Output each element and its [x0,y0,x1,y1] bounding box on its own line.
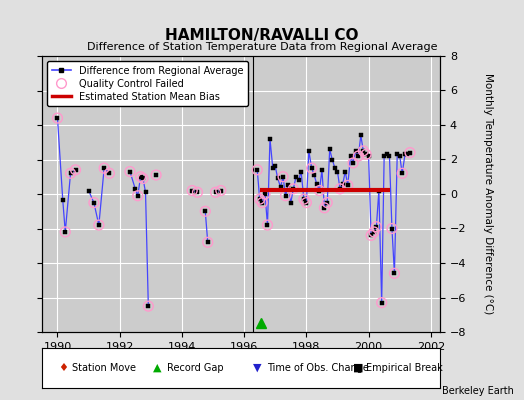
Text: ♦: ♦ [58,363,68,373]
Point [95,222,103,228]
Point [134,192,142,199]
Point [216,187,225,194]
Point [289,186,298,192]
Point [372,224,380,230]
Point [362,151,370,158]
Point [136,174,145,180]
Point [377,300,386,306]
Text: ▲: ▲ [154,363,162,373]
Text: Station Move: Station Move [72,363,136,373]
Point [302,200,311,206]
Point [139,175,147,182]
Point [105,170,114,176]
Point [144,303,152,309]
Point [344,182,352,188]
Point [320,204,329,211]
Text: Difference of Station Temperature Data from Regional Average: Difference of Station Temperature Data f… [87,42,437,52]
Point [67,170,75,176]
Point [253,167,261,173]
Text: ▼: ▼ [253,363,261,373]
Point [71,167,80,173]
Text: Berkeley Earth: Berkeley Earth [442,386,514,396]
Legend: Difference from Regional Average, Quality Control Failed, Estimated Station Mean: Difference from Regional Average, Qualit… [47,61,248,106]
Point [100,165,108,171]
Point [367,232,375,238]
Point [390,270,399,276]
Y-axis label: Monthly Temperature Anomaly Difference (°C): Monthly Temperature Anomaly Difference (… [483,73,493,315]
Point [300,196,308,202]
Point [370,229,378,235]
Point [188,187,196,194]
Point [152,172,160,178]
Point [263,222,271,228]
Point [406,149,414,156]
Point [61,229,70,235]
Point [279,174,287,180]
Point [281,192,290,199]
Text: Empirical Break: Empirical Break [366,363,443,373]
Point [201,208,210,214]
Point [90,200,98,206]
Point [323,200,331,206]
Point [258,200,266,206]
Text: HAMILTON/RAVALLI CO: HAMILTON/RAVALLI CO [165,28,359,43]
Point [256,196,264,202]
Point [193,189,202,196]
Text: Record Gap: Record Gap [167,363,224,373]
Point [388,225,396,232]
Point [211,189,220,196]
Point [126,168,134,175]
Text: ■: ■ [353,363,363,373]
Point [53,115,62,121]
Point [308,165,316,171]
Point [203,239,212,246]
Point [336,186,344,192]
Point [261,191,269,197]
Point [315,187,324,194]
Point [359,148,367,154]
Point [349,160,357,166]
Text: Time of Obs. Change: Time of Obs. Change [267,363,369,373]
Point [354,153,363,159]
Point [398,170,407,176]
